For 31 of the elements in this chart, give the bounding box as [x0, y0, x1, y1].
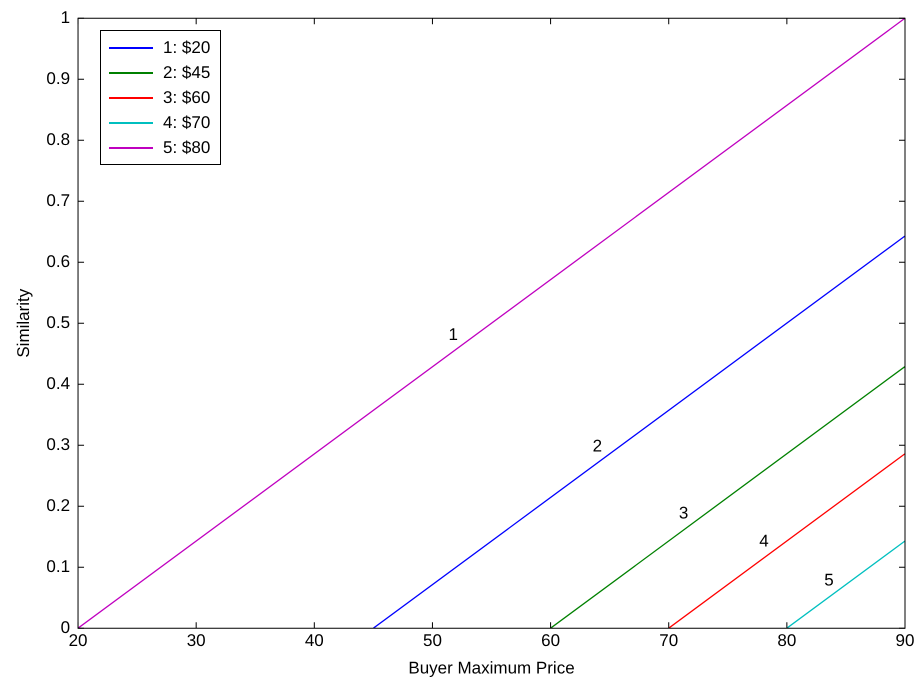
legend-label: 3: $60 [163, 87, 210, 110]
annotation: 2 [592, 436, 602, 456]
annotation: 3 [678, 504, 688, 523]
y-tick-label: 0.1 [46, 556, 70, 576]
y-tick-label: 0.9 [46, 68, 70, 88]
y-tick-label: 0 [60, 618, 70, 637]
x-tick-label: 40 [304, 631, 324, 650]
y-axis-title: Similarity [14, 288, 33, 358]
x-tick-label: 70 [659, 631, 678, 650]
y-tick-label: 0.3 [46, 434, 70, 454]
y-tick-label: 0.2 [46, 496, 70, 515]
x-tick-label: 60 [541, 631, 560, 650]
legend-label: 1: $20 [163, 37, 210, 60]
x-axis-title: Buyer Maximum Price [408, 658, 575, 678]
legend-label: 5: $80 [163, 137, 210, 160]
x-tick-label: 30 [186, 631, 206, 650]
x-tick-label: 80 [777, 631, 796, 650]
x-tick-label: 20 [68, 631, 88, 650]
y-tick-label: 0.5 [46, 312, 70, 332]
y-tick-label: 0.4 [46, 374, 70, 393]
legend-label: 2: $45 [163, 62, 210, 84]
legend-label: 4: $70 [163, 112, 210, 134]
y-tick-label: 0.7 [46, 190, 70, 210]
y-tick-label: 0.8 [46, 130, 70, 149]
x-tick-label: 90 [896, 631, 914, 650]
y-tick-label: 0.6 [46, 252, 70, 271]
annotation: 4 [759, 532, 769, 551]
annotation: 1 [448, 324, 458, 344]
annotation: 5 [824, 570, 834, 590]
y-tick-label: 1 [60, 8, 70, 27]
x-tick-label: 50 [422, 631, 442, 650]
